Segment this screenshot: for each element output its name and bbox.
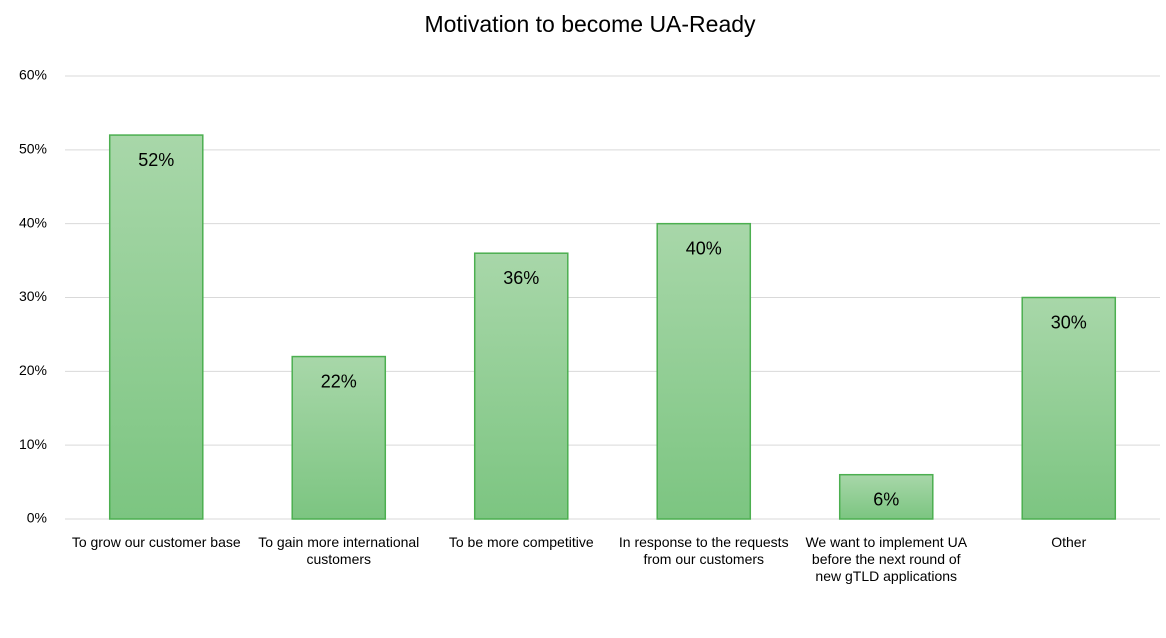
y-tick-label: 60% [19,67,47,83]
bar [473,252,569,520]
y-tick-label: 40% [19,214,47,230]
chart-title: Motivation to become UA-Ready [424,11,756,37]
y-tick-label: 20% [19,362,47,378]
y-tick-label: 30% [19,288,47,304]
x-tick-label: In response to the requests from our cus… [618,534,789,567]
x-tick-label: To gain more international customers [258,534,420,567]
y-tick-label: 10% [19,436,47,452]
data-label: 40% [686,238,722,258]
data-label: 52% [138,150,174,170]
data-label: 6% [873,489,899,509]
data-label: 22% [321,371,357,391]
bar [108,134,204,520]
x-tick-label: We want to implement UA before the next … [805,534,968,584]
y-tick-label: 50% [19,141,47,157]
x-tick-label: To grow our customer base [71,534,241,550]
x-tick-label: To be more competitive [448,534,594,550]
bar [656,222,752,520]
bar [291,355,387,520]
x-tick-label: Other [1051,534,1087,550]
data-label: 30% [1051,312,1087,332]
bar [1021,296,1117,520]
bar [838,473,934,520]
y-tick-label: 0% [27,510,47,526]
data-label: 36% [503,268,539,288]
